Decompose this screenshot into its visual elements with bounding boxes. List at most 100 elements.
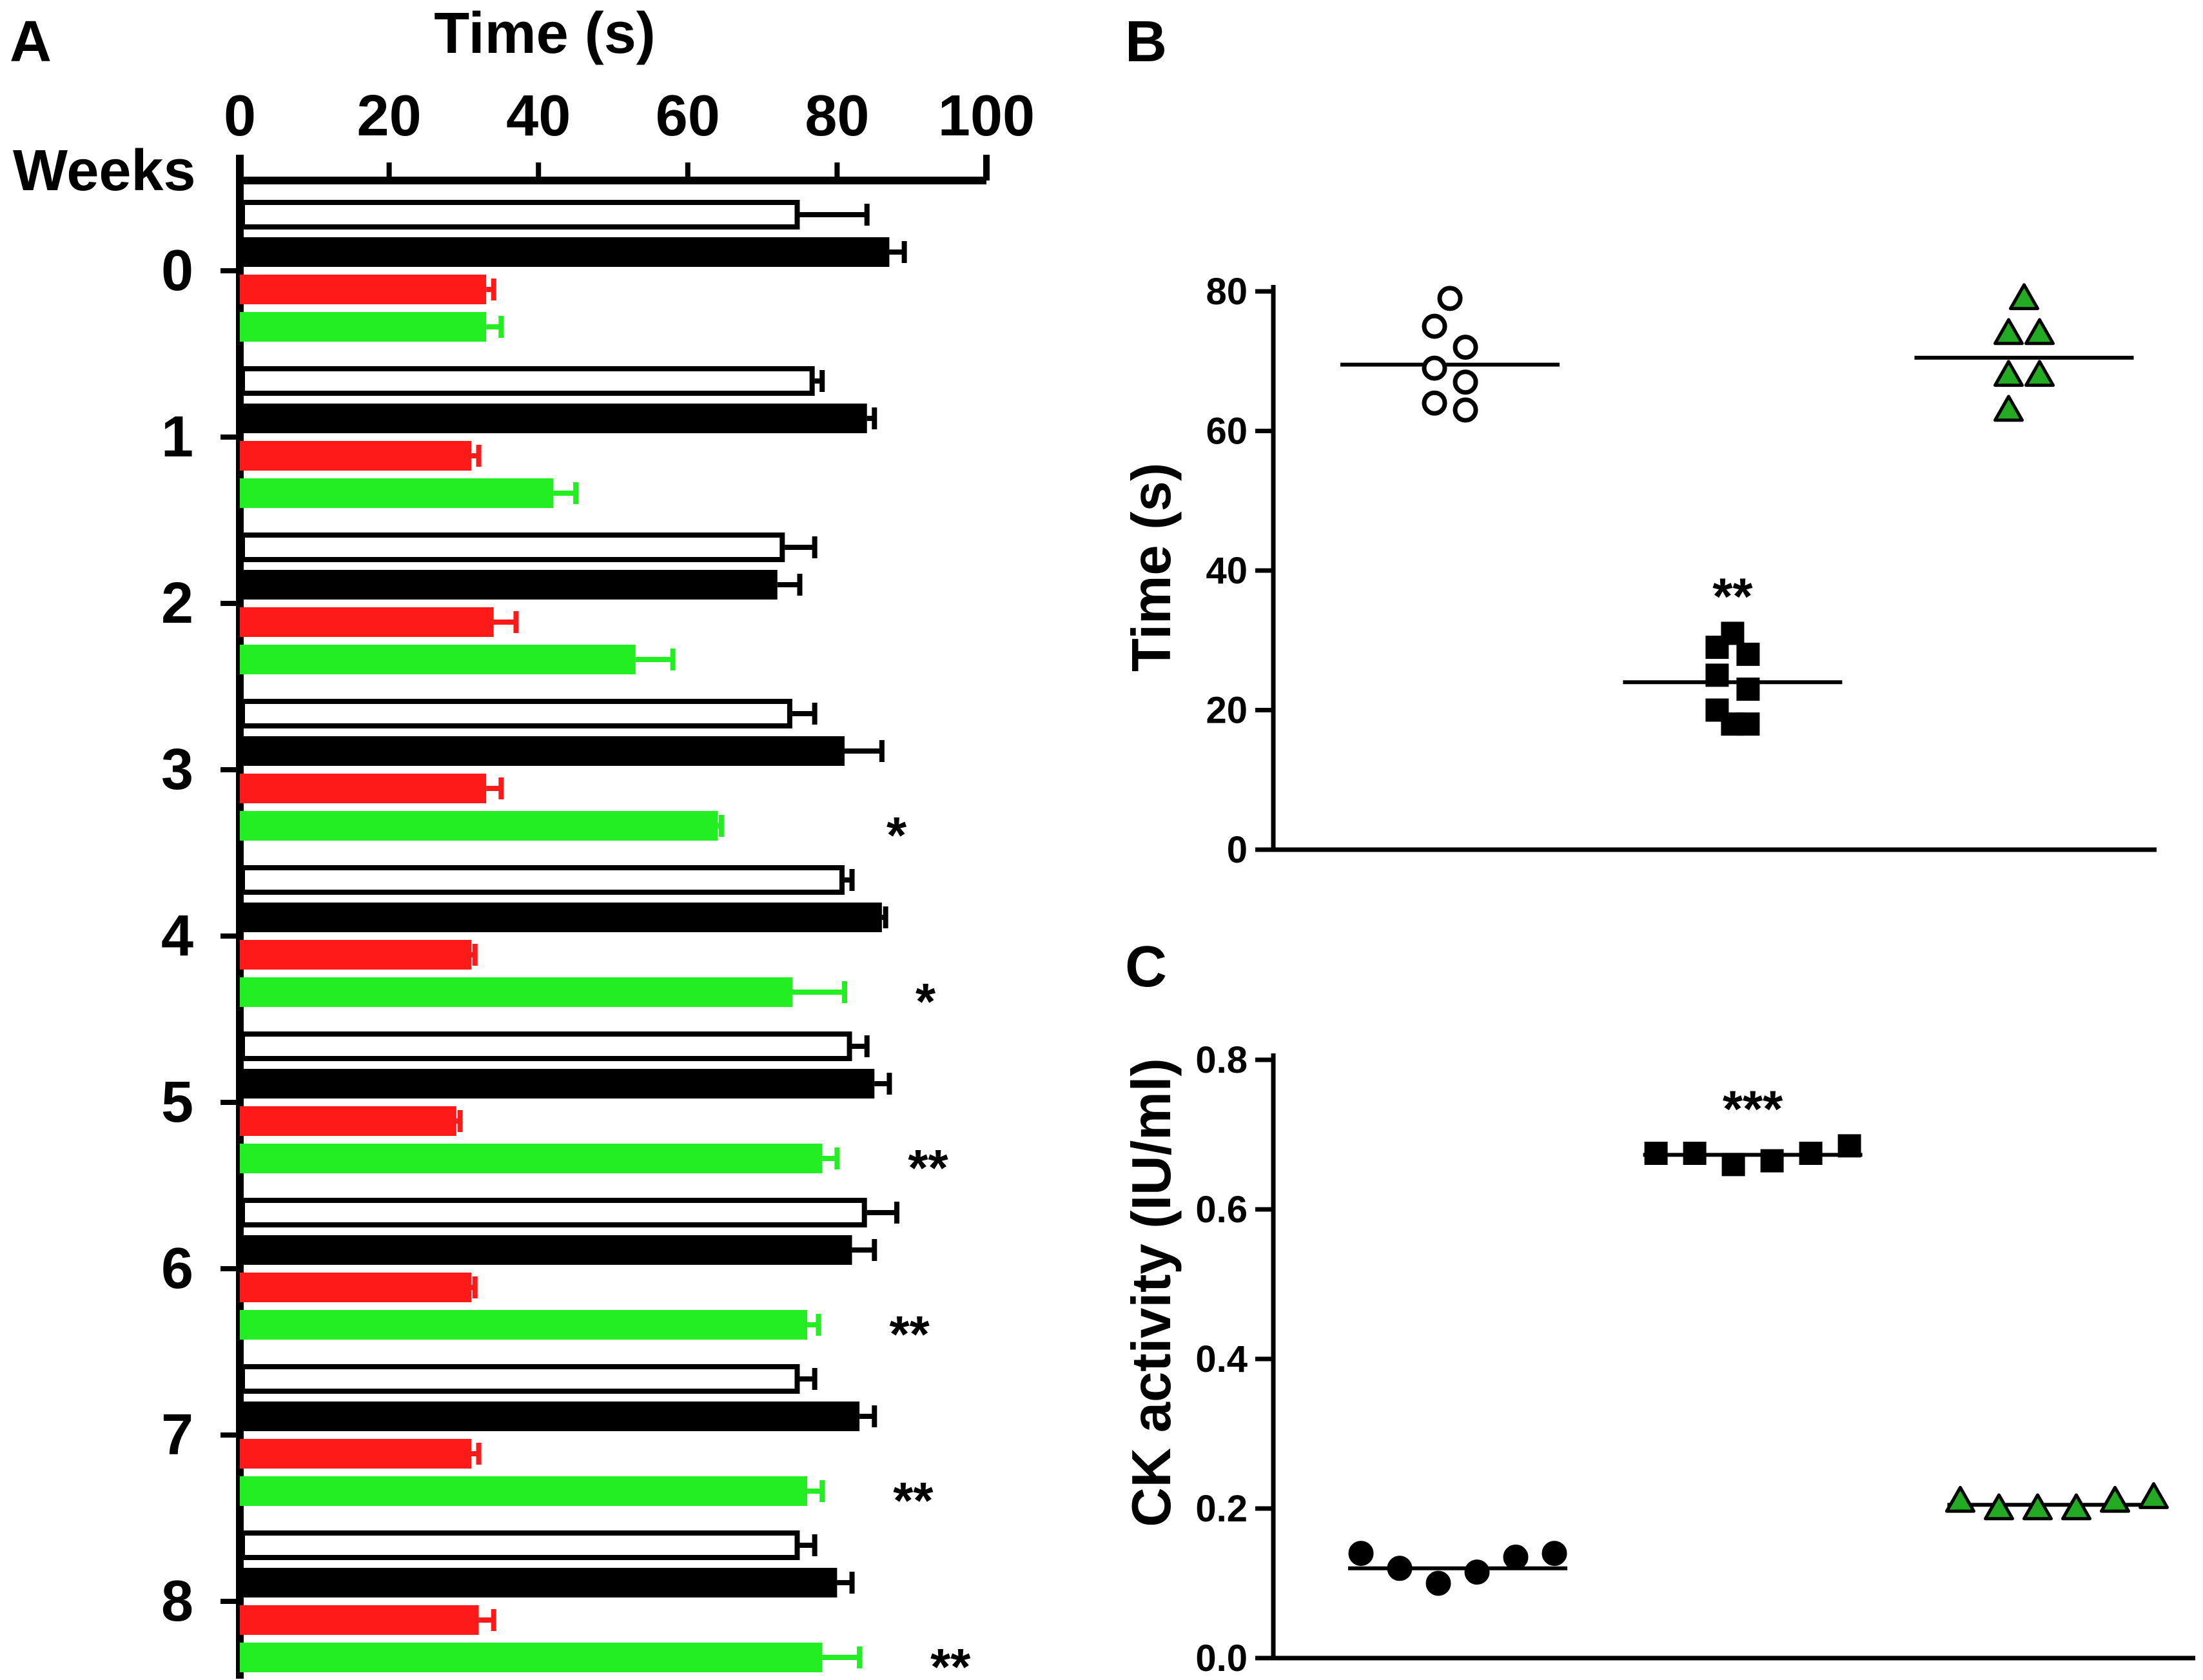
panel-a-bar-red xyxy=(240,774,487,803)
panel-y-tick-label: 0.4 xyxy=(1195,1338,1248,1380)
panel-a-bar-black xyxy=(240,903,882,932)
panel-a-bar-red xyxy=(240,441,471,471)
panel-a-bar-green xyxy=(240,1643,823,1672)
data-point-triangle xyxy=(2024,318,2055,346)
data-point-square xyxy=(1644,1142,1668,1165)
panel-y-tick-label: 40 xyxy=(1206,550,1248,592)
panel-a-week-label: 0 xyxy=(161,239,193,303)
data-point-triangle xyxy=(2024,360,2055,387)
data-point-triangle xyxy=(1993,318,2024,346)
panel-a-week-label: 5 xyxy=(161,1070,193,1135)
panel-a-x-tick-label: 20 xyxy=(357,84,422,148)
significance-label: ** xyxy=(1712,567,1753,625)
panel-c-axes: 0.0 0.2 0.4 0.6 0.8 xyxy=(1195,1039,2195,1679)
data-point-triangle xyxy=(2139,1482,2169,1509)
panel-a-bar-green xyxy=(240,977,792,1007)
data-point-square xyxy=(1721,712,1745,736)
data-point-square xyxy=(1736,678,1760,701)
panel-a-bar-white xyxy=(240,200,800,230)
data-point-triangle xyxy=(2022,1493,2053,1521)
panel-a-bar-white xyxy=(240,1031,852,1061)
panel-y-tick-label: 60 xyxy=(1206,411,1248,453)
panel-a-bar-white xyxy=(240,1198,867,1227)
panel-a-x-tick-label: 100 xyxy=(938,84,1035,148)
panel-c-label: C xyxy=(1125,935,1167,999)
panel-a-bar-red xyxy=(240,275,487,304)
panel-a-bar-green xyxy=(240,312,487,342)
data-point-circle xyxy=(1542,1541,1567,1567)
panel-c-points: *** xyxy=(1348,1080,2169,1596)
panel-a-week-label: 6 xyxy=(161,1236,193,1301)
panel-a-x-tick-label: 40 xyxy=(506,84,571,148)
data-point-square xyxy=(1721,1153,1745,1177)
panel-y-tick-label: 0.2 xyxy=(1195,1488,1248,1530)
data-point-square xyxy=(1837,1134,1861,1158)
panel-a-bars: ********** xyxy=(240,200,971,1680)
panel-c-y-axis-title: CK activity (IU/ml) xyxy=(1121,1058,1182,1527)
panel-a-bar-white xyxy=(240,366,815,396)
data-point-circle xyxy=(1422,313,1447,339)
data-point-circle xyxy=(1425,1570,1451,1596)
data-point-triangle xyxy=(2009,283,2039,311)
panel-b-label: B xyxy=(1125,10,1167,74)
panel-a-significance: * xyxy=(886,806,907,864)
panel-a-bar-white xyxy=(240,1530,800,1560)
data-point-triangle xyxy=(2100,1485,2130,1513)
data-point-square xyxy=(1760,1149,1784,1173)
panel-a-label: A xyxy=(10,10,52,74)
panel-y-tick-label: 20 xyxy=(1206,690,1248,732)
data-point-triangle xyxy=(1993,395,2024,422)
panel-a-significance: * xyxy=(915,973,936,1030)
panel-b-points: ** xyxy=(1340,283,2134,736)
panel-a-bar-green xyxy=(240,1144,823,1173)
data-point-circle xyxy=(1387,1556,1413,1581)
data-point-circle xyxy=(1453,397,1478,423)
panel-a-bar-red xyxy=(240,1439,471,1469)
panel-a-x-tick-label: 0 xyxy=(224,84,256,148)
panel-a-bar-red xyxy=(240,940,471,970)
panel-a-bar-green xyxy=(240,478,554,508)
panel-a-bar-red xyxy=(240,1273,471,1302)
panel-a-y-axis-title: Weeks xyxy=(13,139,196,203)
panel-a-week-label: 4 xyxy=(161,904,193,968)
data-point-square xyxy=(1736,642,1760,666)
panel-c: C CK activity (IU/ml) 0.0 0.2 0.4 0.6 0.8 **… xyxy=(1121,935,2195,1679)
data-point-circle xyxy=(1464,1559,1490,1585)
panel-a-significance: ** xyxy=(893,1472,934,1529)
data-point-square xyxy=(1705,663,1729,687)
data-point-square xyxy=(1799,1142,1823,1165)
data-point-triangle xyxy=(1993,360,2024,387)
panel-a-bar-red xyxy=(240,607,494,637)
panel-a-x-axis-title: Time (s) xyxy=(434,1,655,66)
data-point-circle xyxy=(1453,335,1478,360)
panel-a-bar-black xyxy=(240,1235,852,1265)
data-point-square xyxy=(1705,636,1729,659)
data-point-square xyxy=(1683,1142,1707,1165)
panel-a-bar-green xyxy=(240,1310,808,1340)
panel-a-bar-green xyxy=(240,645,636,674)
panel-a-bar-white xyxy=(240,1364,800,1394)
panel-a-bar-black xyxy=(240,736,845,766)
panel-b-y-axis-title: Time (s) xyxy=(1121,463,1182,672)
panel-a-week-label: 1 xyxy=(161,405,193,469)
data-point-circle xyxy=(1422,390,1447,416)
panel-a-week-label: 8 xyxy=(161,1569,193,1634)
panel-y-tick-label: 0.6 xyxy=(1195,1189,1248,1231)
panel-a-bar-black xyxy=(240,1568,837,1597)
panel-a-week-label: 3 xyxy=(161,737,193,802)
panel-a-x-tick-label: 60 xyxy=(656,84,720,148)
data-point-circle xyxy=(1422,355,1447,381)
panel-a-x-tick-label: 80 xyxy=(805,84,869,148)
panel-a-bar-white xyxy=(240,865,845,895)
panel-a: A Time (s) Weeks 0 20 40 60 80 100 0 1 2 3 4 5 6 7 8 *… xyxy=(10,1,1035,1680)
panel-y-tick-label: 0.8 xyxy=(1195,1039,1248,1081)
panel-a-significance: ** xyxy=(908,1139,948,1197)
panel-a-week-label: 2 xyxy=(161,571,193,636)
panel-a-significance: ** xyxy=(889,1305,930,1363)
panel-b: B Time (s) 0 20 40 60 80 ** xyxy=(1121,10,2157,871)
panel-a-bar-black xyxy=(240,237,890,267)
panel-y-tick-label: 0 xyxy=(1227,829,1248,871)
panel-a-bar-black xyxy=(240,1402,860,1431)
panel-a-week-label: 7 xyxy=(161,1403,193,1467)
panel-a-significance: ** xyxy=(930,1638,971,1680)
